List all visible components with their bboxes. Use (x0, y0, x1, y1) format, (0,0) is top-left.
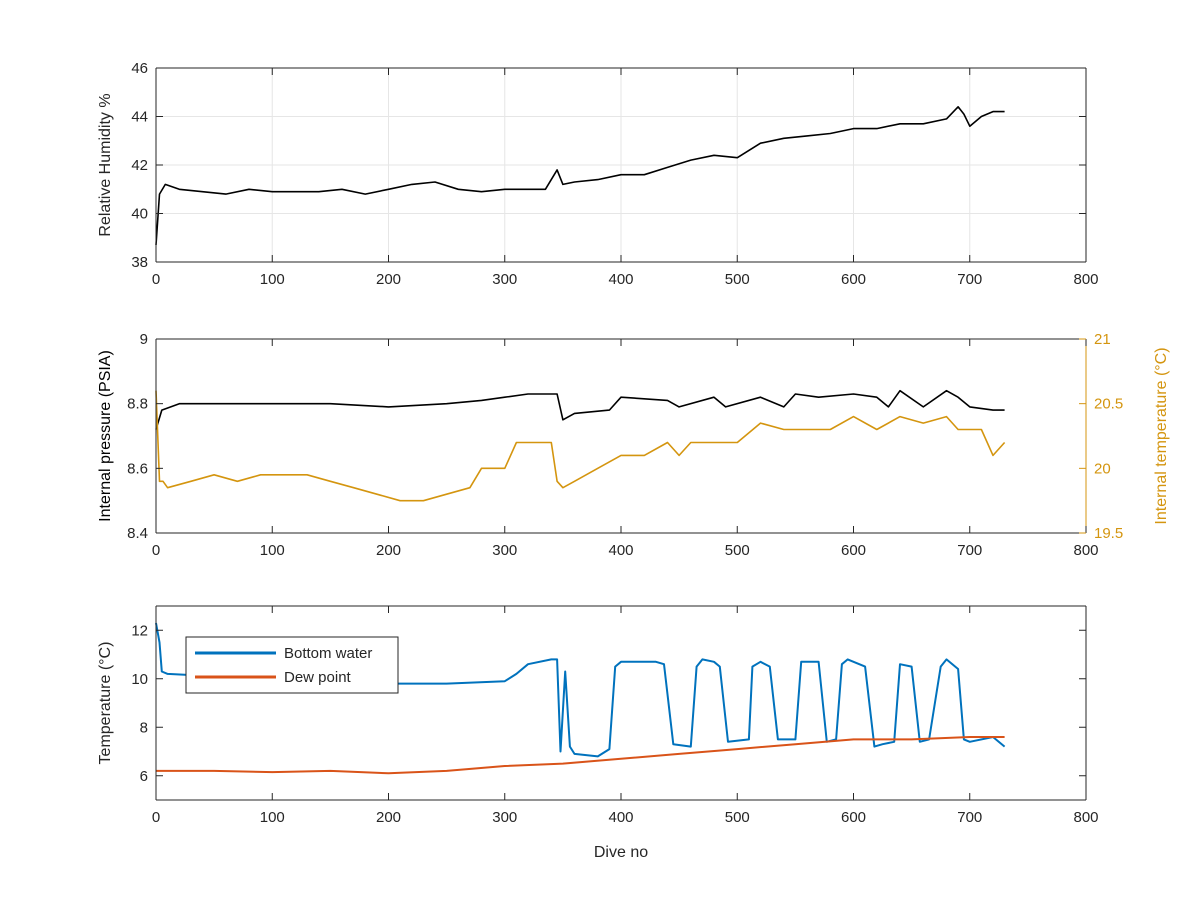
x-tick-label: 700 (957, 542, 982, 559)
y-tick-label-right: 20 (1094, 460, 1111, 477)
plot-area (156, 339, 1086, 533)
y-axis-label: Relative Humidity % (97, 93, 114, 236)
x-tick-label: 200 (376, 809, 401, 826)
legend-label: Dew point (284, 669, 352, 686)
y-tick-label: 8.4 (127, 525, 148, 542)
series-line-1 (155, 389, 1005, 430)
y-tick-label: 42 (131, 157, 148, 174)
x-tick-label: 400 (608, 271, 633, 288)
x-tick-label: 300 (492, 271, 517, 288)
panel-1: 0 100 200 300 400 500 600 700 800 38 40 42 44 46 Relat… (97, 60, 1099, 288)
y-tick-label: 8 (140, 719, 148, 736)
y-tick-label: 38 (131, 254, 148, 271)
y-tick-label: 8.6 (127, 460, 148, 477)
x-tick-label: 800 (1073, 542, 1098, 559)
y-axis-label-right: Internal temperature (°C) (1153, 347, 1170, 524)
x-tick-label: 100 (260, 271, 285, 288)
y-tick-label: 46 (131, 60, 148, 77)
x-tick-label: 700 (957, 809, 982, 826)
x-tick-label: 500 (725, 542, 750, 559)
y-tick-label: 10 (131, 671, 148, 688)
legend-box (185, 636, 399, 694)
y-tick-label: 8.8 (127, 396, 148, 413)
x-tick-label: 100 (260, 542, 285, 559)
y-tick-label: 9 (140, 331, 148, 348)
x-tick-label: 200 (376, 542, 401, 559)
x-tick-label: 500 (725, 809, 750, 826)
panel-3: 0 100 200 300 400 500 600 700 800 6 8 10 12 Temperatu… (97, 605, 1099, 861)
legend: Bottom water Dew point (185, 636, 399, 694)
y-tick-label: 40 (131, 206, 148, 223)
panel-2: 0 100 200 300 400 500 600 700 800 8.4 8.6 8.8 9 19.5 2… (97, 331, 1170, 559)
series-line-2 (155, 390, 1006, 502)
x-tick-label: 0 (152, 809, 160, 826)
y-axis-label: Temperature (°C) (97, 642, 114, 765)
x-tick-label: 600 (841, 542, 866, 559)
x-tick-label: 200 (376, 271, 401, 288)
series-line-1 (155, 106, 1005, 246)
x-tick-label: 400 (608, 542, 633, 559)
y-tick-label: 44 (131, 109, 148, 126)
series-line-bottom-water (155, 622, 1006, 758)
x-tick-label: 800 (1073, 271, 1098, 288)
y-tick-label-right: 20.5 (1094, 396, 1123, 413)
x-tick-label: 500 (725, 271, 750, 288)
x-tick-label: 300 (492, 542, 517, 559)
x-axis-label: Dive no (594, 844, 648, 861)
x-tick-label: 700 (957, 271, 982, 288)
y-axis-label: Internal pressure (PSIA) (97, 350, 114, 522)
x-tick-label: 600 (841, 809, 866, 826)
y-tick-label-right: 19.5 (1094, 525, 1123, 542)
x-tick-label: 100 (260, 809, 285, 826)
x-tick-label: 300 (492, 809, 517, 826)
x-tick-label: 0 (152, 271, 160, 288)
y-tick-label-right: 21 (1094, 331, 1111, 348)
y-tick-label: 12 (131, 622, 148, 639)
y-tick-label: 6 (140, 768, 148, 785)
x-tick-label: 600 (841, 271, 866, 288)
x-tick-label: 0 (152, 542, 160, 559)
x-tick-label: 400 (608, 809, 633, 826)
series-line-dew-point (156, 736, 1005, 775)
x-tick-label: 800 (1073, 809, 1098, 826)
legend-label: Bottom water (284, 645, 372, 662)
